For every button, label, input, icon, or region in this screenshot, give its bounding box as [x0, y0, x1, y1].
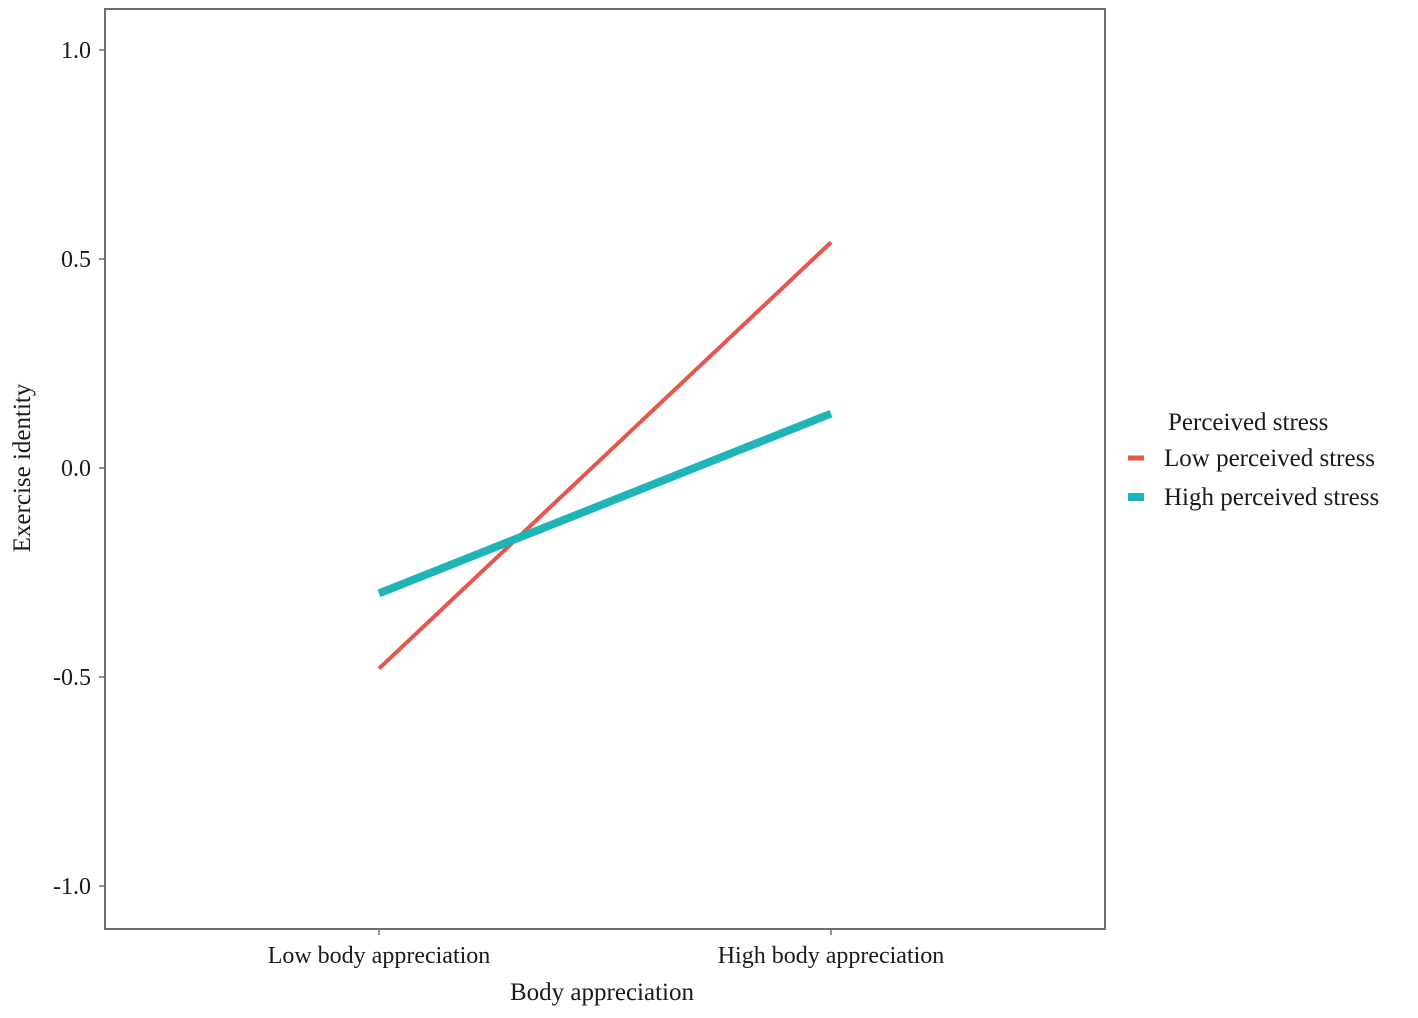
y-tick-label: 1.0: [61, 38, 91, 64]
x-axis-ticks: Low body appreciation High body appreciat…: [268, 929, 945, 969]
legend-label: High perceived stress: [1164, 484, 1379, 511]
legend-swatch: [1128, 455, 1144, 461]
x-tick-label: Low body appreciation: [268, 943, 491, 969]
series-line-low-perceived-stress: [377, 240, 833, 671]
y-tick-label: 0.5: [61, 247, 91, 273]
y-axis-title: Exercise identity: [9, 383, 36, 552]
y-tick-label: -1.0: [53, 874, 91, 900]
x-axis-title: Body appreciation: [510, 979, 694, 1006]
plot-panel: [104, 8, 1106, 930]
legend: Perceived stress Low perceived stress Hig…: [1128, 409, 1379, 511]
series-line-high-perceived-stress: [377, 409, 833, 598]
legend-label: Low perceived stress: [1164, 445, 1375, 472]
x-tick-label: High body appreciation: [718, 943, 945, 969]
y-tick-label: -0.5: [53, 665, 91, 691]
y-axis-ticks: -1.0 -0.5 0.0 0.5 1.0: [53, 38, 105, 900]
legend-title: Perceived stress: [1168, 409, 1328, 436]
y-tick-label: 0.0: [61, 456, 91, 482]
series-lines: [377, 240, 833, 671]
legend-swatch: [1128, 493, 1144, 501]
